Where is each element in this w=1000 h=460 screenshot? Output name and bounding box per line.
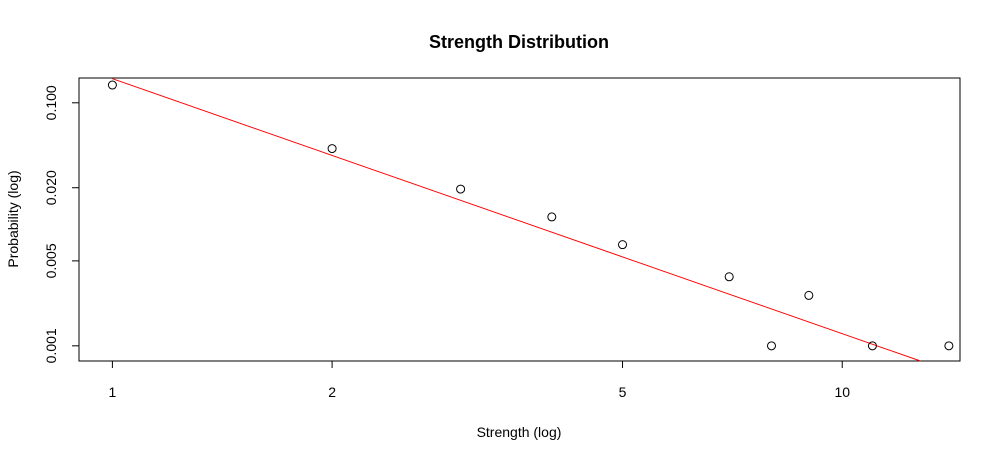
y-tick-label: 0.100: [43, 85, 59, 120]
x-tick-label: 2: [328, 384, 336, 400]
data-point: [767, 341, 777, 351]
data-point: [456, 184, 466, 194]
plot-frame: [78, 77, 961, 362]
data-point: [944, 341, 954, 351]
data-point: [724, 272, 734, 282]
x-axis: 1 2 5 10: [108, 360, 850, 400]
x-tick-label: 1: [108, 384, 116, 400]
y-axis-label: Probability (log): [5, 170, 21, 267]
y-tick-label: 0.020: [43, 170, 59, 205]
data-point: [867, 341, 877, 351]
points-layer: [107, 80, 954, 351]
x-axis-label: Strength (log): [477, 424, 562, 440]
x-tick-label: 10: [834, 384, 850, 400]
fit-line: [112, 78, 921, 362]
data-point: [107, 80, 117, 90]
y-tick-label: 0.005: [43, 243, 59, 278]
data-point: [804, 290, 814, 300]
x-tick-label: 5: [619, 384, 627, 400]
data-point: [327, 144, 337, 154]
fit-line-layer: [112, 78, 921, 362]
y-tick-label: 0.001: [43, 328, 59, 363]
y-axis: 0.100 0.020 0.005 0.001: [43, 85, 80, 363]
data-point: [547, 212, 557, 222]
data-point: [618, 240, 628, 250]
chart-title: Strength Distribution: [429, 32, 609, 52]
